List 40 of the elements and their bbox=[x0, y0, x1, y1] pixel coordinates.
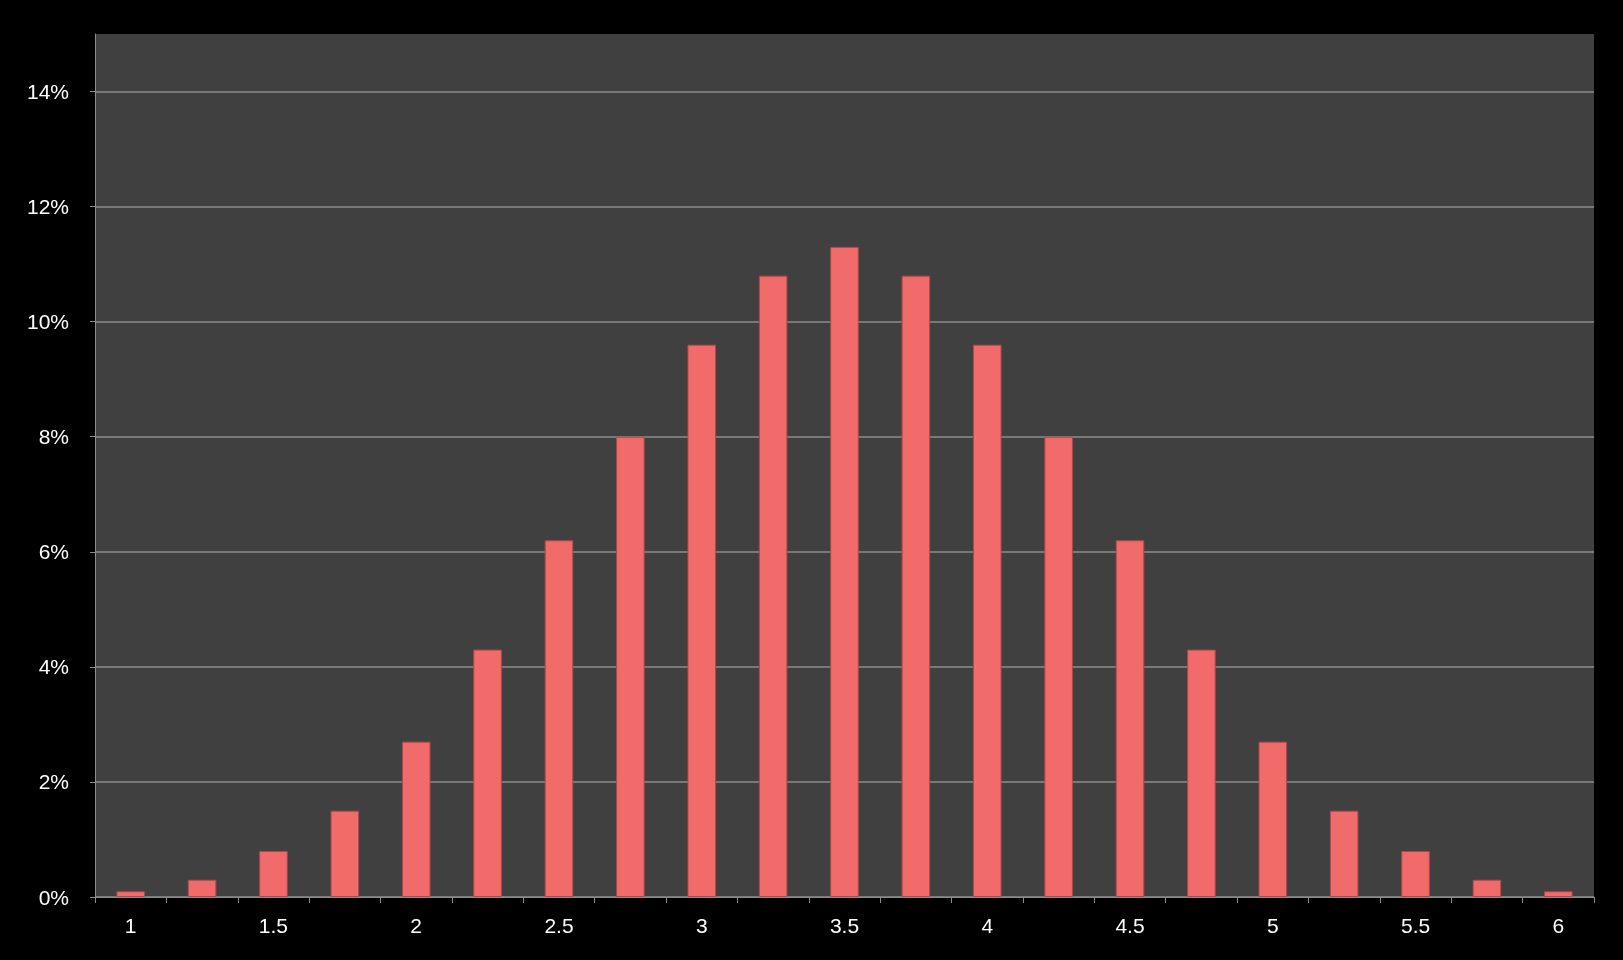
x-tick-label: 2.5 bbox=[544, 914, 574, 937]
y-tick-label: 14% bbox=[26, 80, 69, 104]
bar bbox=[1472, 879, 1502, 897]
bar bbox=[616, 436, 645, 897]
bar bbox=[544, 540, 574, 897]
bar bbox=[1401, 850, 1430, 897]
bar bbox=[1544, 891, 1573, 897]
x-tick-label: 1 bbox=[124, 914, 137, 937]
bar bbox=[259, 850, 288, 897]
bar bbox=[901, 275, 931, 897]
bar bbox=[401, 741, 431, 897]
y-tick-label: 0% bbox=[38, 885, 69, 909]
bar bbox=[116, 891, 145, 897]
bar bbox=[473, 649, 502, 897]
y-tick-label: 6% bbox=[38, 540, 69, 564]
x-tick-label: 1.5 bbox=[258, 914, 289, 937]
y-tick-label: 8% bbox=[38, 425, 69, 449]
bar bbox=[1187, 649, 1216, 897]
bar bbox=[1115, 540, 1145, 897]
x-tick-label: 4 bbox=[981, 914, 994, 937]
bar bbox=[330, 810, 360, 897]
bar bbox=[1044, 436, 1073, 897]
x-tick-label: 5 bbox=[1266, 914, 1279, 937]
bar bbox=[758, 275, 788, 897]
x-tick-label: 5.5 bbox=[1400, 914, 1431, 937]
bar bbox=[1258, 741, 1288, 897]
bar bbox=[972, 344, 1002, 897]
y-tick-label: 2% bbox=[38, 770, 69, 794]
y-tick-label: 12% bbox=[26, 195, 69, 219]
bar bbox=[830, 246, 859, 897]
x-tick-label: 3 bbox=[695, 914, 708, 937]
y-tick-label: 4% bbox=[38, 655, 69, 679]
x-tick-label: 3.5 bbox=[829, 914, 860, 937]
x-tick-label: 2 bbox=[410, 914, 423, 937]
bar bbox=[1329, 810, 1359, 897]
bar bbox=[187, 879, 217, 897]
y-tick-label: 10% bbox=[26, 310, 69, 334]
x-tick-label: 6 bbox=[1552, 914, 1565, 937]
x-tick-label: 4.5 bbox=[1115, 914, 1145, 937]
bar bbox=[687, 344, 717, 897]
